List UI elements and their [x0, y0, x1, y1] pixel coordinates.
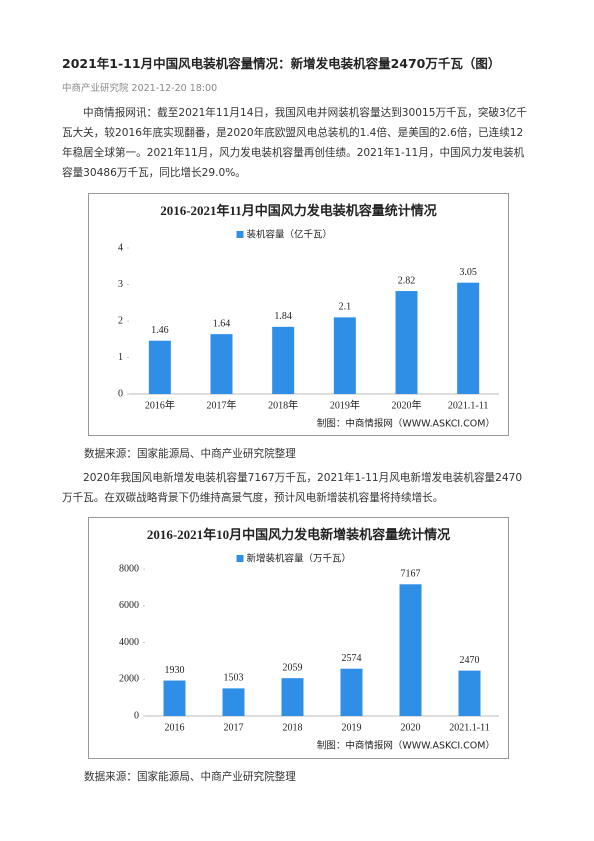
- bar: [399, 584, 422, 716]
- y-tick-label: 2: [118, 315, 123, 326]
- bar: [163, 680, 186, 716]
- y-tick-label: 8000: [119, 563, 139, 574]
- paragraph: 2020年我国风电新增发电装机容量7167万千瓦，2021年1-11月风电新增发…: [62, 472, 523, 504]
- y-tick-label: 0: [134, 710, 139, 721]
- source-note: 数据来源：国家能源局、中商产业研究院整理: [84, 771, 296, 783]
- y-tick-label: 1: [118, 352, 123, 363]
- chart-note: 制图：中商情报网（WWW.ASKCI.COM）: [317, 418, 495, 430]
- legend-swatch: [236, 555, 244, 562]
- value-label: 2470: [460, 655, 480, 666]
- chart-frame: 2016-2021年10月中国风力发电新增装机容量统计情况 新增装机容量（万千瓦）…: [88, 517, 509, 759]
- x-tick-label: 2020: [401, 722, 421, 733]
- bar: [458, 670, 481, 716]
- value-label: 2059: [283, 662, 303, 673]
- article-meta: 中商产业研究院 2021-12-20 18:00: [62, 83, 218, 94]
- x-tick-label: 2017年: [207, 398, 237, 411]
- bar: [148, 340, 171, 394]
- x-tick-label: 2021.1-11: [448, 400, 488, 411]
- x-tick-label: 2019: [342, 722, 362, 733]
- x-tick-label: 2019年: [330, 398, 360, 411]
- value-label: 2.82: [398, 275, 416, 286]
- value-label: 1.46: [151, 325, 169, 336]
- y-tick-label: 2000: [119, 674, 139, 685]
- chart-title: 2016-2021年10月中国风力发电新增装机容量统计情况: [147, 527, 450, 542]
- y-tick-label: 6000: [119, 600, 139, 611]
- paragraph: 中商情报网讯：截至2021年11月14日，我国风电并网装机容量达到30015万千…: [62, 107, 527, 179]
- value-label: 1930: [165, 665, 185, 676]
- chart-note: 制图：中商情报网（WWW.ASKCI.COM）: [317, 740, 495, 752]
- y-tick-label: 3: [118, 279, 123, 290]
- value-label: 3.05: [459, 267, 477, 278]
- source-note: 数据来源：国家能源局、中商产业研究院整理: [84, 448, 296, 460]
- chart-title: 2016-2021年11月中国风力发电装机容量统计情况: [160, 203, 437, 218]
- chart-frame: 2016-2021年11月中国风力发电装机容量统计情况装机容量（亿千瓦） 0 1 2 3…: [88, 193, 509, 436]
- legend-label: 装机容量（亿千瓦）: [247, 229, 333, 241]
- y-tick-label: 4: [118, 242, 123, 253]
- chart: 2016-2021年10月中国风力发电新增装机容量统计情况新增装机容量（万千瓦）…: [119, 527, 499, 752]
- bar: [457, 282, 480, 394]
- bar: [395, 291, 418, 394]
- value-label: 2.1: [339, 302, 352, 313]
- x-tick-label: 2021.1-11: [449, 722, 489, 733]
- x-tick-label: 2016: [165, 722, 185, 733]
- value-label: 1503: [224, 673, 244, 684]
- x-tick-label: 2018: [283, 722, 303, 733]
- bar: [222, 688, 245, 716]
- bar: [272, 326, 295, 394]
- y-tick-label: 4000: [119, 637, 139, 648]
- bar: [210, 334, 233, 394]
- y-tick-label: 0: [118, 388, 123, 399]
- value-label: 1.84: [274, 311, 292, 322]
- bar: [333, 317, 356, 394]
- legend-swatch: [236, 231, 244, 238]
- x-tick-label: 2018年: [268, 398, 298, 411]
- value-label: 7167: [401, 569, 421, 580]
- value-label: 1.64: [213, 318, 231, 329]
- bar: [281, 678, 304, 716]
- x-tick-label: 2016年: [145, 398, 175, 411]
- article-title: 2021年1-11月中国风电装机容量情况：新增发电装机容量2470万千瓦（图）: [62, 56, 501, 71]
- x-tick-label: 2020年: [392, 398, 422, 411]
- x-tick-label: 2017: [224, 722, 244, 733]
- bar: [340, 668, 363, 716]
- value-label: 2574: [342, 653, 362, 664]
- legend-label: 新增装机容量（万千瓦）: [247, 553, 352, 565]
